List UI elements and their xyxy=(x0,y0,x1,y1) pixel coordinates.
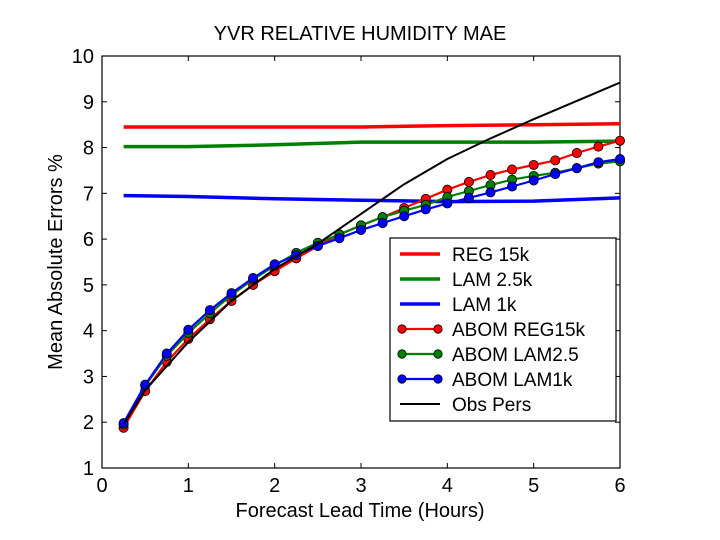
legend-marker-abom-lam2-5 xyxy=(433,349,443,359)
x-tick-label: 4 xyxy=(442,475,453,497)
data-point-abom-lam1k xyxy=(248,273,259,284)
legend-marker-abom-lam1k xyxy=(397,374,407,384)
y-tick-label: 7 xyxy=(83,183,94,205)
y-tick-label: 9 xyxy=(83,92,94,114)
legend-marker-abom-lam2-5 xyxy=(397,349,407,359)
x-tick-label: 1 xyxy=(183,475,194,497)
data-point-abom-reg15k xyxy=(463,176,474,187)
data-point-abom-lam1k xyxy=(161,348,172,359)
legend-marker-abom-reg15k xyxy=(433,324,443,334)
data-point-abom-reg15k xyxy=(507,164,518,175)
y-tick-label: 4 xyxy=(83,321,94,343)
data-point-abom-lam1k xyxy=(226,288,237,299)
series-layer xyxy=(118,81,626,433)
x-tick-label: 0 xyxy=(96,475,107,497)
data-point-abom-lam1k xyxy=(571,163,582,174)
y-tick-label: 1 xyxy=(83,458,94,480)
y-tick-label: 5 xyxy=(83,275,94,297)
data-point-abom-lam1k xyxy=(420,204,431,215)
legend: REG 15k LAM 2.5k LAM 1k ABOM REG15k ABOM LAM… xyxy=(389,237,617,422)
series-line-lam-1k xyxy=(123,193,621,204)
legend-label-abom-reg15k: ABOM REG15k xyxy=(452,320,586,341)
legend-label-lam-1k: LAM 1k xyxy=(452,295,517,316)
data-point-abom-lam1k xyxy=(442,198,453,209)
y-tick-label: 2 xyxy=(83,412,94,434)
data-point-abom-reg15k xyxy=(528,159,539,170)
data-point-abom-reg15k xyxy=(593,141,604,152)
data-point-abom-lam1k xyxy=(550,169,561,180)
data-point-abom-lam1k xyxy=(507,181,518,192)
series-line-lam-2-5k xyxy=(123,139,621,149)
data-point-abom-reg15k xyxy=(550,155,561,166)
chart-title: YVR RELATIVE HUMIDITY MAE xyxy=(214,23,507,45)
data-point-abom-lam1k xyxy=(377,218,388,229)
legend-label-reg-15k: REG 15k xyxy=(452,245,530,266)
data-point-abom-lam1k xyxy=(399,211,410,222)
legend-marker-abom-reg15k xyxy=(397,324,407,334)
x-tick-label: 2 xyxy=(269,475,280,497)
data-point-abom-lam1k xyxy=(355,224,366,235)
data-point-abom-reg15k xyxy=(571,148,582,159)
data-point-abom-lam1k xyxy=(528,175,539,186)
x-tick-label: 3 xyxy=(355,475,366,497)
data-point-abom-lam1k xyxy=(204,305,215,316)
y-axis-label: Mean Absolute Errors % xyxy=(45,154,67,370)
data-point-abom-lam1k xyxy=(463,192,474,203)
legend-marker-abom-lam1k xyxy=(433,374,443,384)
data-point-abom-reg15k xyxy=(615,135,626,146)
series-line-reg-15k xyxy=(123,122,621,129)
y-tick-label: 6 xyxy=(83,229,94,251)
data-point-abom-lam1k xyxy=(334,233,345,244)
data-point-abom-lam1k xyxy=(593,157,604,168)
y-tick-label: 8 xyxy=(83,138,94,160)
data-point-abom-lam1k xyxy=(615,153,626,164)
series-line-obs-pers xyxy=(122,81,621,426)
legend-label-lam-2-5k: LAM 2.5k xyxy=(452,270,533,291)
data-point-abom-lam1k xyxy=(485,187,496,198)
legend-label-obs-pers: Obs Pers xyxy=(452,395,531,416)
x-tick-label: 6 xyxy=(614,475,625,497)
legend-label-abom-lam2-5: ABOM LAM2.5 xyxy=(452,345,579,366)
data-point-abom-reg15k xyxy=(485,170,496,181)
x-tick-label: 5 xyxy=(528,475,539,497)
y-tick-label: 10 xyxy=(72,46,94,68)
y-tick-label: 3 xyxy=(83,366,94,388)
x-axis-label: Forecast Lead Time (Hours) xyxy=(236,500,485,522)
data-point-abom-lam1k xyxy=(183,324,194,335)
legend-label-abom-lam1k: ABOM LAM1k xyxy=(452,370,573,391)
